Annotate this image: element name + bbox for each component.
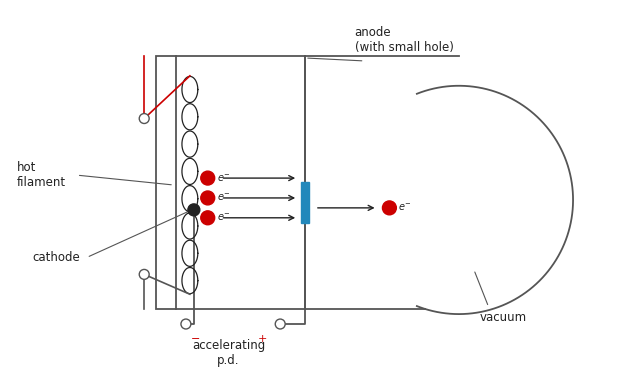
Circle shape [139,269,149,279]
Text: anode
(with small hole): anode (with small hole) [355,26,453,54]
Circle shape [139,114,149,123]
Text: $e^{-}$: $e^{-}$ [399,202,412,213]
Bar [156,56,305,309]
Text: accelerating
p.d.: accelerating p.d. [192,339,265,367]
Circle shape [383,201,396,215]
Bar [301,182,309,223]
Text: +: + [258,334,267,344]
Circle shape [275,319,285,329]
Circle shape [188,204,200,216]
Text: $e^{-}$: $e^{-}$ [217,192,230,203]
Circle shape [201,211,215,225]
Text: −: − [191,334,201,344]
Text: $e^{-}$: $e^{-}$ [217,212,230,223]
Text: vacuum: vacuum [480,311,527,323]
Text: cathode: cathode [32,251,80,264]
Text: hot
filament: hot filament [17,161,66,189]
Text: $e^{-}$: $e^{-}$ [217,173,230,184]
Circle shape [181,319,191,329]
Circle shape [201,191,215,205]
Circle shape [201,171,215,185]
